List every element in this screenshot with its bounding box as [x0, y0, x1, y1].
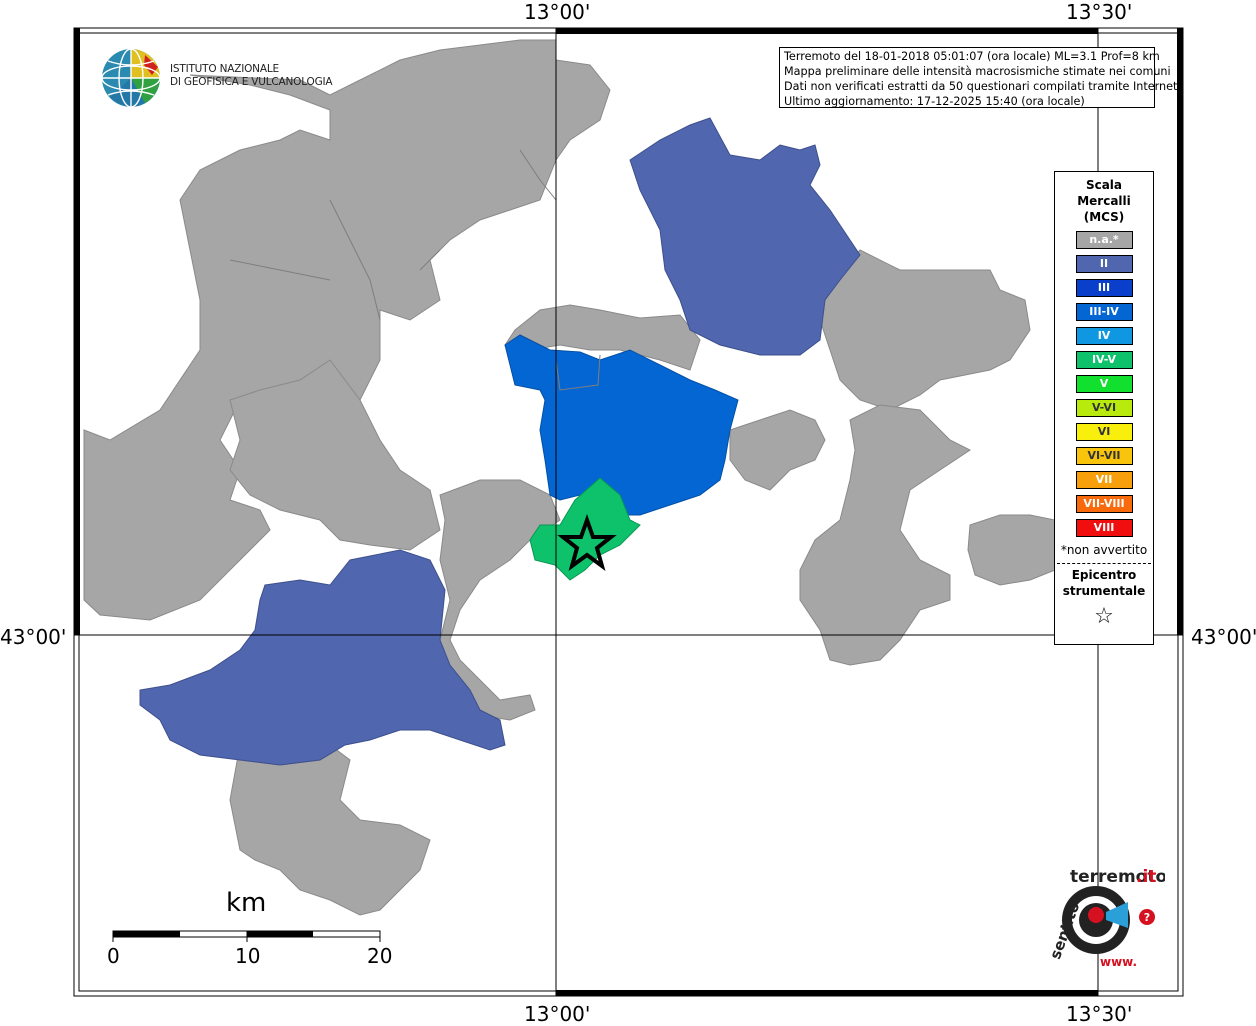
- svg-text:?: ?: [1144, 911, 1150, 924]
- legend-epicentre-title: Epicentro strumentale: [1055, 567, 1153, 599]
- institute-line1: ISTITUTO NAZIONALE: [170, 63, 279, 75]
- info-line-4: Ultimo aggiornamento: 17-12-2025 15:40 (…: [784, 95, 1085, 108]
- legend-item-vii-viii: VII-VIII: [1075, 495, 1133, 513]
- municipalities-intensity-III-IV: [504, 334, 739, 516]
- longitude-label-top-left: 13°00': [524, 0, 591, 24]
- legend-separator: [1057, 563, 1151, 564]
- municipalities-not-available: [83, 39, 1056, 916]
- legend-title-line3: (MCS): [1083, 210, 1125, 224]
- legend-item-vii: VII: [1075, 471, 1133, 489]
- legend-item-iv-v: IV-V: [1075, 351, 1133, 369]
- svg-text:terremoto: terremoto: [1070, 867, 1165, 887]
- municipalities-intensity-II: [139, 117, 861, 766]
- legend-item-ii: II: [1075, 255, 1133, 273]
- longitude-label-bottom-right: 13°30': [1066, 1002, 1133, 1026]
- haisentitoilterremoto-logo-icon[interactable]: ? sentito terremoto .it www.: [1030, 862, 1165, 972]
- legend-epicentre-line2: strumentale: [1062, 584, 1146, 598]
- scale-tick-0: 0: [107, 944, 120, 968]
- scale-tick-10: 10: [235, 944, 261, 968]
- legend-epicentre-line1: Epicentro: [1071, 568, 1137, 582]
- latitude-label-right: 43°00': [1191, 625, 1256, 649]
- earthquake-info-box: Terremoto del 18-01-2018 05:01:07 (ora l…: [779, 47, 1181, 108]
- svg-text:.it: .it: [1136, 867, 1156, 887]
- scale-unit-label: km: [226, 888, 267, 918]
- legend-item-vi-vii: VI-VII: [1075, 447, 1133, 465]
- legend-item-v: V: [1075, 375, 1133, 393]
- legend-items: n.a.* II III III-IV IV IV-V V V-VI VI VI-VII VII VI…: [1055, 231, 1153, 537]
- legend-title: Scala Mercalli (MCS): [1055, 177, 1153, 225]
- legend-title-line2: Mercalli: [1077, 194, 1131, 208]
- legend-item-v-vi: V-VI: [1075, 399, 1133, 417]
- legend-item-n-a: n.a.*: [1075, 231, 1133, 249]
- svg-text:www.: www.: [1100, 955, 1137, 969]
- ingv-globe-icon: [101, 48, 161, 108]
- longitude-label-bottom-left: 13°00': [524, 1002, 591, 1026]
- institute-line2: DI GEOFISICA E VULCANOLOGIA: [170, 76, 333, 88]
- info-line-2: Mappa preliminare delle intensità macros…: [784, 65, 1171, 78]
- mcs-legend: Scala Mercalli (MCS) n.a.* II III III-IV IV I…: [1054, 171, 1154, 645]
- info-line-1: Terremoto del 18-01-2018 05:01:07 (ora l…: [784, 50, 1160, 63]
- scale-tick-20: 20: [367, 944, 393, 968]
- latitude-label-left: 43°00': [0, 625, 67, 649]
- info-line-3: Dati non verificati estratti da 50 quest…: [784, 80, 1181, 93]
- longitude-label-top-right: 13°30': [1066, 0, 1133, 24]
- scale-bar: [112, 930, 381, 942]
- legend-item-iv: IV: [1075, 327, 1133, 345]
- legend-note: *non avvertito: [1060, 543, 1148, 557]
- legend-item-iii-iv: III-IV: [1075, 303, 1133, 321]
- legend-star-icon: ☆: [1094, 604, 1114, 629]
- institute-name: ISTITUTO NAZIONALE DI GEOFISICA E VULCAN…: [170, 63, 333, 89]
- legend-item-viii: VIII: [1075, 519, 1133, 537]
- internal-borders: [229, 149, 601, 391]
- legend-title-line1: Scala: [1085, 178, 1123, 192]
- map-frame: [73, 27, 1184, 997]
- epicentre-star-icon: [557, 513, 617, 572]
- legend-item-iii: III: [1075, 279, 1133, 297]
- legend-item-vi: VI: [1075, 423, 1133, 441]
